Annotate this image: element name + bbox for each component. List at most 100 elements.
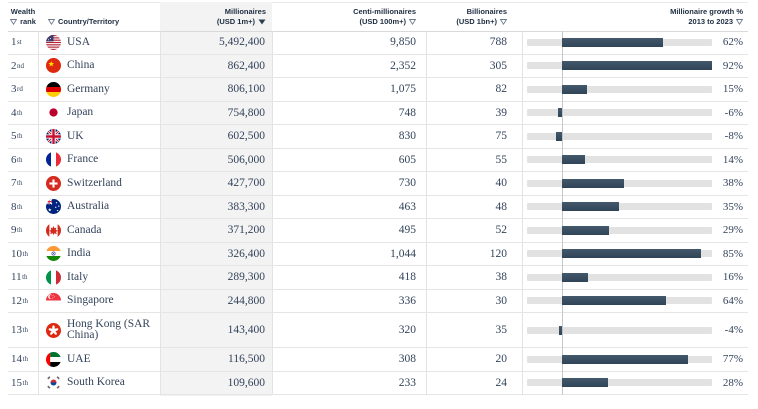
millionaires-value: 5,492,400 <box>219 36 265 49</box>
centi-millionaires-value: 495 <box>398 224 416 237</box>
column-divider <box>272 31 273 395</box>
sort-descending-icon[interactable] <box>258 19 266 25</box>
filter-icon[interactable] <box>48 19 55 25</box>
country-cell: Singapore <box>38 290 160 313</box>
filter-icon[interactable] <box>10 19 18 25</box>
filter-icon[interactable] <box>500 19 507 25</box>
growth-bar-cell: 64% <box>522 290 748 313</box>
country-name: USA <box>67 35 91 48</box>
growth-bar <box>562 155 585 165</box>
millionaires-value: 143,400 <box>227 324 265 336</box>
country-name: China <box>67 59 95 71</box>
growth-percent-label: -6% <box>724 106 743 119</box>
billionaires-value: 30 <box>495 294 508 307</box>
country-cell: UAE <box>38 348 160 371</box>
growth-bar-cell: 15% <box>522 78 748 101</box>
growth-bar-track <box>527 379 712 387</box>
column-header-centi-millionaires[interactable]: Centi-millionaires (USD 100m+) <box>272 2 426 31</box>
centi-millionaires-value: 605 <box>398 153 416 166</box>
column-divider <box>160 31 161 395</box>
growth-bar-track <box>527 85 712 93</box>
growth-bar-cell: 85% <box>522 243 748 266</box>
growth-bar-cell: 14% <box>522 149 748 172</box>
growth-percent-label: 16% <box>722 271 743 284</box>
growth-bar-track <box>527 156 712 164</box>
column-header-millionaires[interactable]: Millionaires (USD 1m+) <box>160 2 272 31</box>
growth-percent-label: 92% <box>722 59 743 72</box>
filter-icon[interactable] <box>736 19 743 25</box>
country-cell: Switzerland <box>38 172 160 195</box>
growth-bar-cell: 35% <box>522 196 748 219</box>
growth-bar-cell: 16% <box>522 266 748 289</box>
growth-bar-cell: 62% <box>522 31 748 54</box>
billionaires-value: 82 <box>495 83 508 96</box>
growth-bar-track <box>527 226 712 234</box>
growth-bar-cell: -4% <box>522 313 748 347</box>
column-header-wealth-rank[interactable]: Wealth rank <box>8 2 38 31</box>
column-header-country[interactable]: Country/Territory <box>38 2 160 31</box>
flag-icon-jpn <box>46 105 61 121</box>
growth-bar <box>557 108 562 118</box>
flag-icon-can <box>46 222 61 238</box>
growth-bar-cell: 28% <box>522 372 748 395</box>
column-header-millionaire-growth[interactable]: Millionaire growth % 2013 to 2023 <box>522 2 748 31</box>
table-top-border <box>8 2 748 3</box>
millionaires-header-line1: Millionaires <box>224 7 266 16</box>
millionaires-value: 862,400 <box>227 59 265 72</box>
centi-millionaires-value: 336 <box>398 294 416 307</box>
centi-millionaires-value: 320 <box>398 324 416 336</box>
centi-millionaires-value: 418 <box>398 271 416 284</box>
flag-icon-aus <box>46 199 61 215</box>
billionaires-value: 24 <box>495 376 508 389</box>
country-cell: China <box>38 55 160 78</box>
flag-icon-ind <box>46 246 61 262</box>
country-cell: Hong Kong (SAR China) <box>38 313 160 347</box>
billionaires-header-line1: Billionaires <box>466 7 507 16</box>
millionaires-value: 383,300 <box>227 200 265 213</box>
growth-bar <box>562 272 589 282</box>
billionaires-value: 75 <box>495 130 508 143</box>
millionaires-value: 427,700 <box>227 177 265 190</box>
filter-icon[interactable] <box>409 19 416 25</box>
billionaires-value: 40 <box>495 177 508 190</box>
growth-bar-track <box>527 203 712 211</box>
column-header-billionaires[interactable]: Billionaires (USD 1bn+) <box>426 2 522 31</box>
country-name: Switzerland <box>67 176 122 189</box>
billionaires-value: 52 <box>495 224 508 237</box>
country-name: France <box>67 153 99 165</box>
country-cell: Canada <box>38 219 160 242</box>
flag-icon-kor <box>46 375 61 391</box>
flag-icon-ita <box>46 269 61 285</box>
flag-icon-hkg <box>46 322 61 338</box>
billionaires-value: 20 <box>495 353 508 366</box>
millionaires-value: 244,800 <box>227 294 265 307</box>
millionaires-column-shade <box>160 2 272 396</box>
growth-bar-cell: -8% <box>522 125 748 148</box>
millionaires-value: 602,500 <box>227 130 265 143</box>
growth-percent-label: -8% <box>724 130 743 143</box>
centi-millionaires-value: 730 <box>398 177 416 190</box>
billionaires-value: 305 <box>489 59 507 72</box>
wealth-rank-header-line2: rank <box>20 17 36 26</box>
country-name: India <box>67 247 91 259</box>
growth-bar-track <box>527 326 712 334</box>
billionaires-value: 48 <box>495 200 508 213</box>
growth-bar <box>562 225 610 235</box>
country-cell: South Korea <box>38 372 160 395</box>
billionaires-header-line2: (USD 1bn+) <box>456 17 497 26</box>
country-cell: Japan <box>38 102 160 125</box>
table-header-row: Wealth rank Country/Territory Millionair… <box>8 2 748 31</box>
centi-millionaires-value: 748 <box>398 106 416 119</box>
flag-icon-che <box>46 175 61 191</box>
